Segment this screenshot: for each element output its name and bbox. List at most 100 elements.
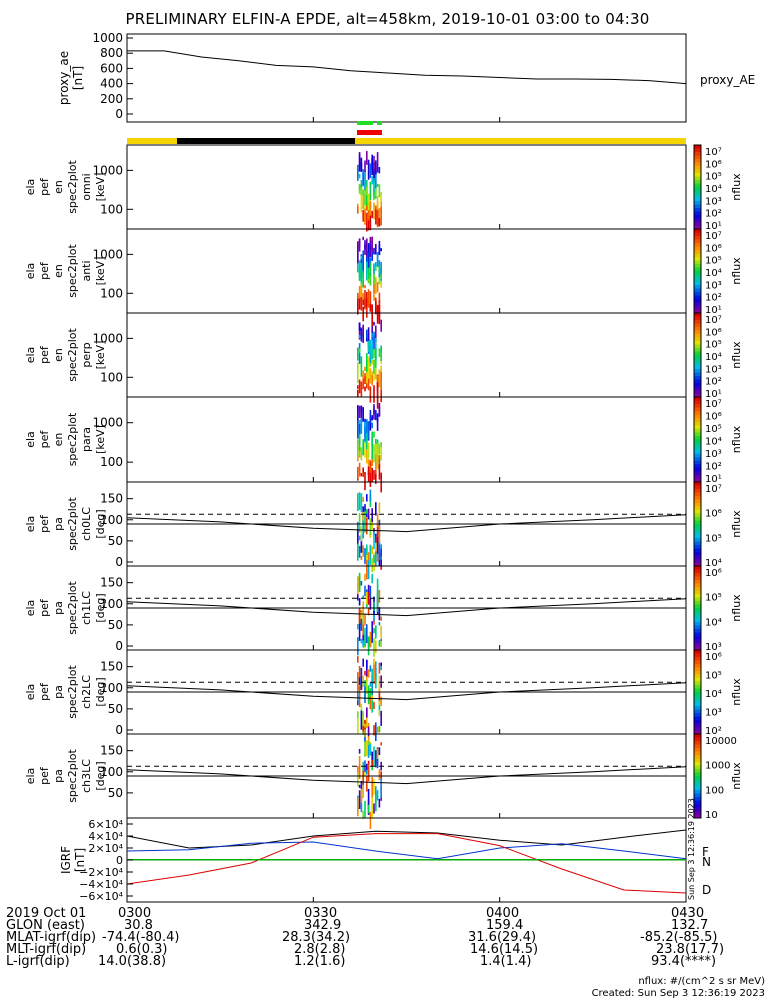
y-axis-label: spec2plot [66,581,79,635]
spectrogram-pixel [366,449,368,464]
colorbar-cell [694,323,701,328]
spectrogram-pixel [376,206,379,226]
spectrogram-pixel [367,669,370,678]
spectrogram-pixel [366,329,368,339]
colorbar-cell [694,145,701,149]
spectrogram-pixel [362,770,364,784]
colorbar-tick-label: 10² [705,726,722,737]
spectrogram-pixel [375,188,377,197]
spectrogram-pixel [364,548,366,565]
y-axis-label: ela [24,347,37,364]
colorbar-cell [694,190,701,195]
spectrogram-pixel [364,670,366,676]
spectrogram-pixel [358,323,361,340]
spectrogram-pixel [362,496,364,502]
spectrogram-pixel [366,151,368,165]
footer-value: 159.4 [486,918,524,933]
footer-value: 2.8(2.8) [294,942,346,957]
colorbar-tick-label: 10⁶ [705,243,722,254]
spectrogram-pixel [362,250,364,271]
y-axis-label: para [80,427,93,452]
spectrogram-pixel [360,254,363,267]
spectrogram-pixel [366,433,368,437]
colorbar-cell [694,162,701,167]
y-axis-label: en [52,180,65,194]
spectrogram-pixel [378,798,381,808]
spectrogram-pixel [371,240,373,244]
spectrogram-pixel [362,545,364,557]
colorbar-cell [694,229,701,233]
colorbar-cell [694,657,701,661]
colorbar-cell [694,299,701,303]
spectrogram-pixel [367,591,370,605]
y-axis-label: omni [80,173,93,200]
colorbar-cell [694,562,701,567]
spectrogram-pixel [364,741,366,757]
spectrogram-pixel [375,438,377,444]
spectrogram-pixel [367,273,370,284]
spectrogram-pixel [376,790,379,801]
y-axis-label: anti [80,260,93,281]
colorbar-tick-label: 10⁶ [705,159,722,170]
spectrogram-pixel [366,559,368,580]
spectrogram-pixel [360,710,363,730]
creation-note: nflux: #/(cm^2 s sr MeV) Created: Sun Se… [592,976,765,1000]
colorbar-tick-label: 10³ [705,708,722,719]
y-axis-label: ela [24,768,37,785]
colorbar-cell [694,313,701,317]
colorbar-cell [694,667,701,672]
spectrogram-pixel [364,472,366,491]
colorbar-cell [694,625,701,630]
colorbar-cell [694,379,701,384]
spectrogram-pixel [369,631,372,648]
spectrogram-pixel [369,410,372,421]
spectrogram-pixel [376,416,379,431]
colorbar-cell [694,159,701,163]
spectrogram-pixel [358,492,361,510]
spectrogram-pixel [373,178,375,192]
colorbar-cell [694,755,701,759]
y-axis-label: ela [24,263,37,280]
spectrogram-pixel [366,434,368,450]
colorbar-cell [694,330,701,335]
colorbar-cell [694,720,701,724]
spectrogram-pixel [357,203,359,208]
colorbar-cell [694,166,701,170]
spectrogram-pixel [367,265,370,274]
spectrogram-pixel [371,326,373,333]
colorbar-cell [694,169,701,174]
spectrogram-pixel [357,164,359,181]
spectrogram-pixel [367,788,370,810]
side-created-note: Sun Sep 3 12:36:19 2023 [687,798,696,900]
spectrogram-pixel [360,327,363,342]
spectrogram-pixel [360,162,363,172]
colorbar-cell [694,597,701,602]
colorbar-tick-label: 100 [705,785,724,796]
colorbar-cell [694,288,701,293]
colorbar-cell [694,418,701,423]
y-axis-label: ch1LC [80,591,93,625]
colorbar-cell [694,660,701,665]
spectrogram-pixel [378,464,381,480]
spectrogram-pixel [375,277,377,294]
spectrogram-pixel [378,403,381,416]
y-tick-label: 0 [115,639,123,653]
spectrogram-pixel [366,367,368,387]
colorbar-cell [694,496,701,500]
spectrogram-pixel [366,776,368,792]
colorbar-cell [694,741,701,745]
colorbar-tick-label: 10⁴ [705,617,722,628]
spectrogram-pixel [358,545,361,558]
spectrogram-pixel [371,304,373,310]
colorbar-cell [694,629,701,633]
colorbar-cell [694,201,701,205]
spectrogram-pixel [369,417,372,431]
spectrogram-pixel [373,528,375,536]
spectrogram-pixel [364,160,366,172]
spectrogram-pixel [376,524,379,543]
spectrogram-pixel [366,766,368,775]
orbit-info-table: 2019 Oct 01 0300 0330 0400 0430 GLON (ea… [6,907,766,968]
colorbar-tick-label: 10¹ [705,474,722,485]
spectrogram-pixel [362,784,364,799]
colorbar-tick-label: 10⁵ [705,424,722,435]
